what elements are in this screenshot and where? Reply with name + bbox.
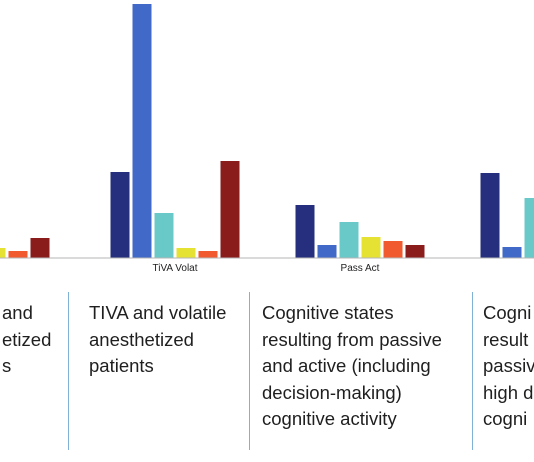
bar	[405, 245, 425, 258]
x-tick-label: Pass Act	[341, 263, 380, 274]
bar	[154, 213, 174, 258]
bar	[502, 247, 522, 258]
bar	[176, 248, 196, 258]
bar	[295, 205, 315, 258]
bar	[0, 248, 6, 258]
description-passive-active: Cognitive states resulting from passive …	[262, 302, 442, 429]
column-divider	[249, 292, 250, 450]
bar	[220, 161, 240, 258]
bar	[110, 172, 130, 258]
bar	[317, 245, 337, 258]
bar	[8, 251, 28, 258]
column-divider	[472, 292, 473, 450]
description-tiva-volatile: TIVA and volatile anesthetized patients	[89, 302, 227, 376]
bar	[132, 4, 152, 258]
x-tick-label: TiVA Volat	[152, 263, 197, 274]
bar	[339, 222, 359, 258]
description-anesthetized: and etized s	[2, 302, 52, 376]
description-passive-high-demand: Cogni result passiv high d cogni	[483, 302, 534, 429]
column-divider	[68, 292, 69, 450]
bar	[480, 173, 500, 258]
bar	[361, 237, 381, 258]
bar	[198, 251, 218, 258]
bar	[383, 241, 403, 258]
bar	[524, 198, 534, 258]
bar	[30, 238, 50, 258]
